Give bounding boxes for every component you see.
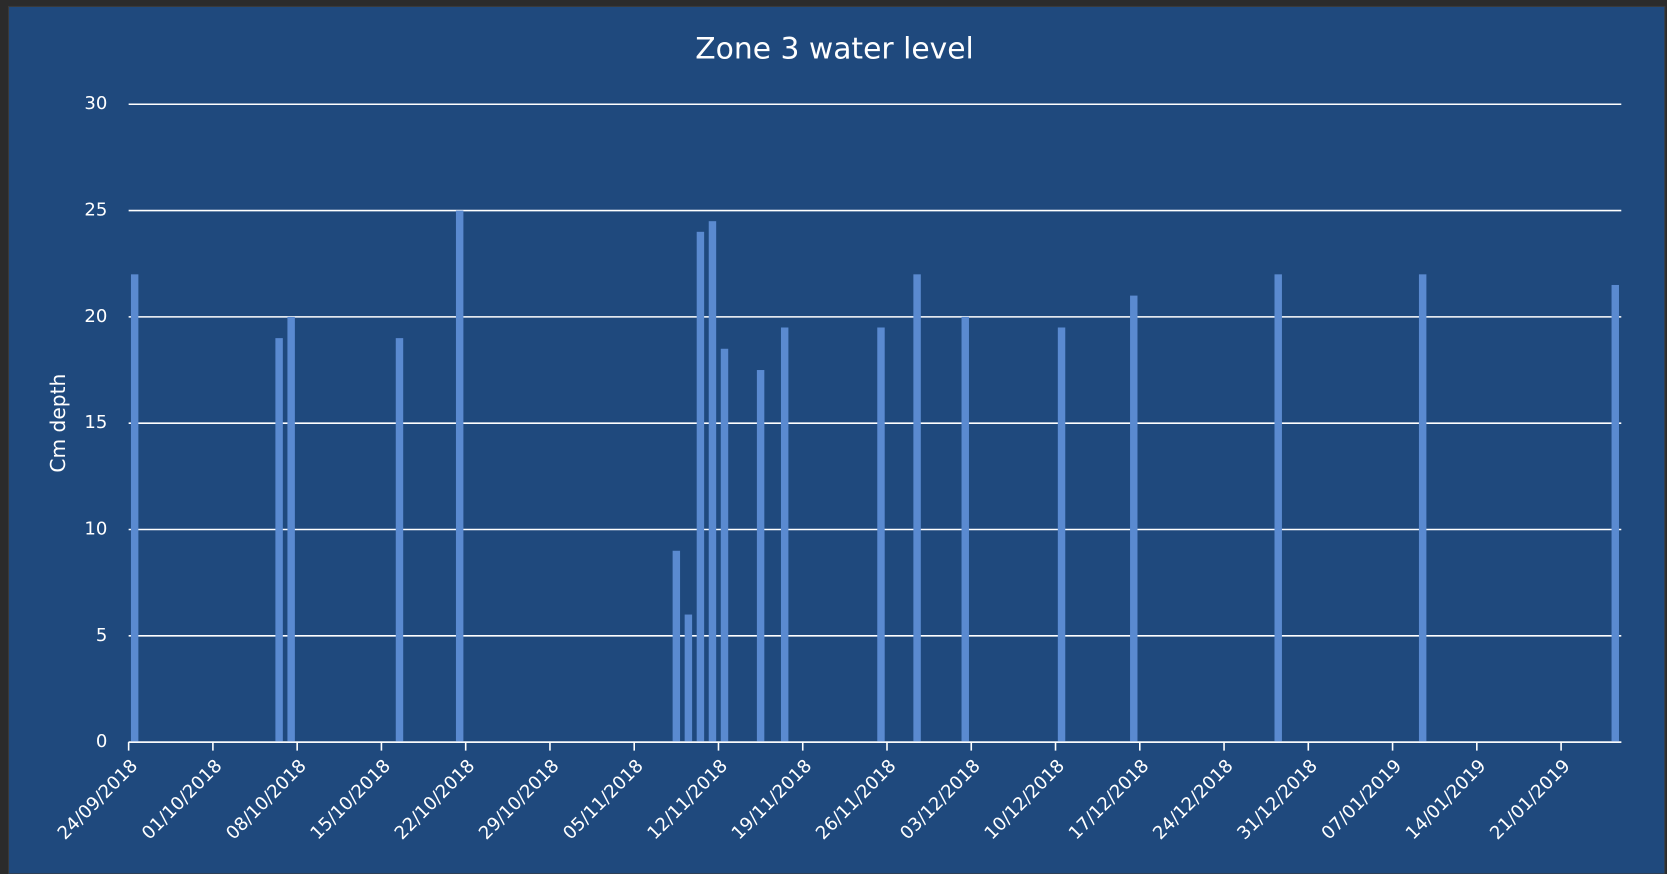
bar bbox=[756, 370, 765, 743]
bar bbox=[780, 327, 789, 743]
y-tick-label: 15 bbox=[84, 412, 107, 433]
y-tick-label: 0 bbox=[96, 731, 108, 752]
y-tick-label: 25 bbox=[84, 200, 107, 221]
bar bbox=[672, 550, 681, 743]
bar bbox=[1274, 274, 1282, 743]
chart-title: Zone 3 water level bbox=[695, 32, 974, 67]
bar bbox=[1611, 284, 1619, 743]
bar bbox=[708, 221, 717, 743]
bar bbox=[1418, 274, 1427, 743]
y-tick-label: 10 bbox=[84, 518, 107, 539]
bar bbox=[877, 327, 885, 743]
y-tick-label: 30 bbox=[84, 93, 107, 114]
bar bbox=[961, 316, 969, 743]
y-tick-label: 5 bbox=[96, 625, 108, 646]
bar bbox=[720, 348, 729, 743]
y-axis-label: Cm depth bbox=[46, 374, 70, 473]
bar bbox=[684, 614, 693, 743]
bar bbox=[913, 274, 921, 743]
bar bbox=[1057, 327, 1066, 743]
bar bbox=[395, 338, 404, 743]
bar bbox=[130, 274, 139, 743]
y-tick-label: 20 bbox=[84, 306, 107, 327]
bar bbox=[287, 316, 295, 743]
chart-background bbox=[7, 5, 1666, 874]
bar bbox=[696, 231, 705, 743]
bar bbox=[1130, 295, 1138, 743]
bar bbox=[455, 210, 464, 743]
bar bbox=[275, 338, 283, 743]
